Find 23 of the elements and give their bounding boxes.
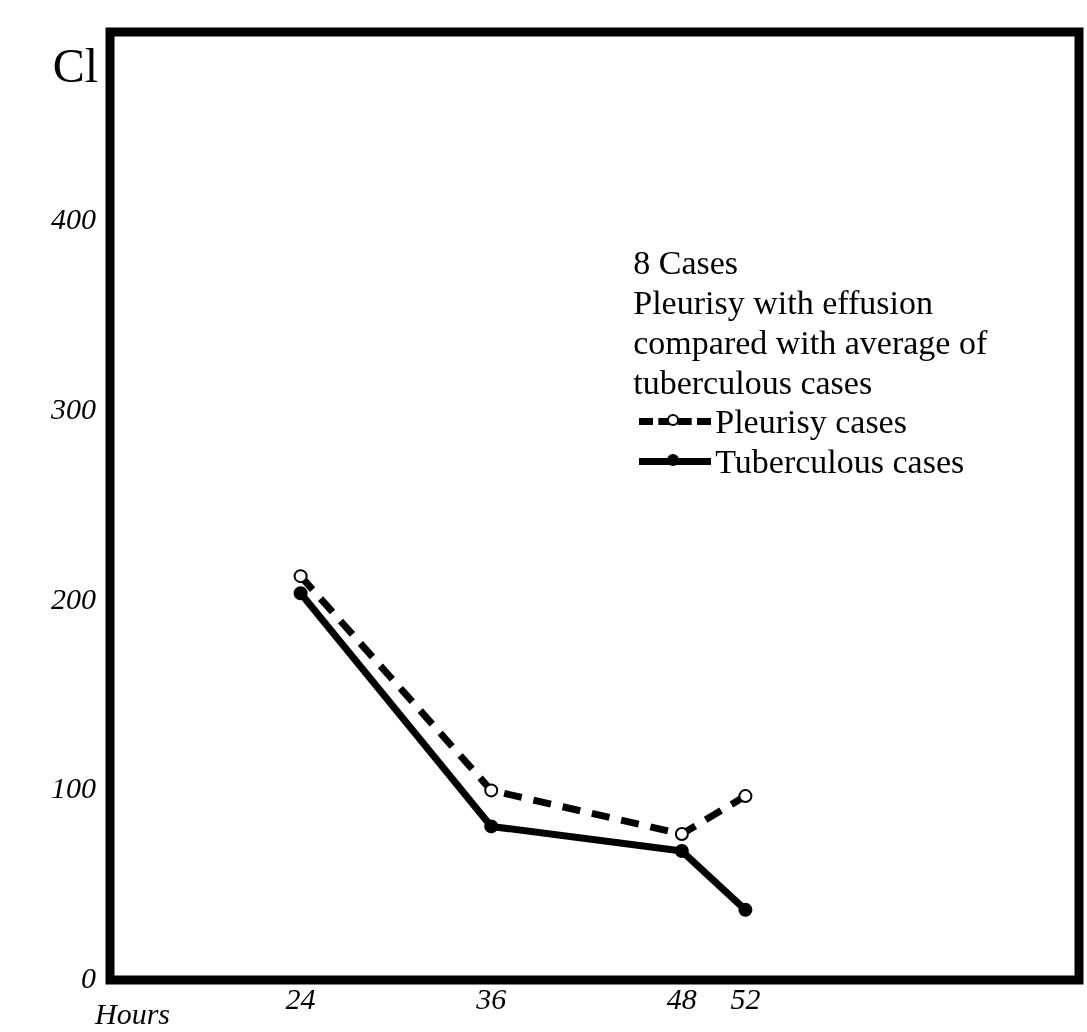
x-tick-label: 36 <box>475 981 507 1015</box>
y-tick-label: 100 <box>51 771 96 805</box>
y-tick-label: 400 <box>51 202 96 236</box>
x-tick-label: 48 <box>666 981 697 1015</box>
x-tick-label: 24 <box>285 981 316 1015</box>
point <box>484 783 499 798</box>
text: 8 Cases <box>633 243 739 281</box>
legend-label: Tuberculous cases <box>715 441 965 482</box>
x-axis-title: Hours <box>94 997 171 1030</box>
point <box>484 819 499 834</box>
point <box>293 586 308 601</box>
y-axis-title: Cl <box>52 39 98 92</box>
y-tick-label: 200 <box>51 581 96 615</box>
point <box>674 844 689 859</box>
text: Pleurisy with effusion compared with average of tuberculous cases <box>633 283 988 401</box>
point <box>738 902 753 917</box>
point <box>293 569 308 584</box>
y-tick-label: 300 <box>50 392 96 426</box>
legend-label: Pleurisy cases <box>715 401 907 442</box>
y-tick-label: 0 <box>81 960 96 994</box>
point <box>738 789 753 804</box>
point <box>674 827 689 842</box>
x-tick-label: 52 <box>730 981 761 1015</box>
